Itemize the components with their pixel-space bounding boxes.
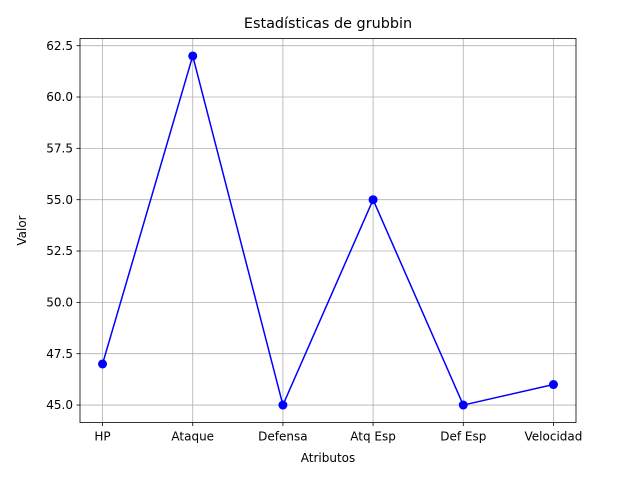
y-tick-label: 50.0 — [46, 296, 73, 310]
x-tick-label: Def Esp — [440, 430, 486, 444]
y-tick-label: 62.5 — [46, 39, 73, 53]
data-point-marker — [278, 400, 288, 410]
x-tick-label: Ataque — [171, 430, 214, 444]
y-tick-label: 55.0 — [46, 193, 73, 207]
y-tick-label: 45.0 — [46, 398, 73, 412]
ticks-layer: HP Ataque Defensa Atq Esp Def Esp Velocidad 45… — [46, 39, 582, 444]
x-tick-label: HP — [94, 430, 110, 444]
plot-frame — [79, 38, 577, 423]
data-point-marker — [548, 380, 558, 390]
y-tick-label: 52.5 — [46, 244, 73, 258]
data-point-marker — [368, 195, 378, 205]
x-tick-label: Velocidad — [525, 430, 583, 444]
x-axis-label: Atributos — [301, 451, 356, 465]
y-tick-label: 57.5 — [46, 142, 73, 156]
data-point-marker — [188, 51, 198, 61]
x-tick-label: Atq Esp — [350, 430, 396, 444]
y-axis-label: Valor — [15, 215, 29, 245]
series-layer — [98, 51, 558, 410]
chart-title: Estadísticas de grubbin — [244, 16, 412, 32]
x-tick-label: Defensa — [258, 430, 307, 444]
data-point-marker — [458, 400, 468, 410]
series-line — [101, 55, 554, 406]
y-tick-label: 60.0 — [46, 90, 73, 104]
y-tick-label: 47.5 — [46, 347, 73, 361]
grid-layer — [80, 38, 576, 423]
data-point-marker — [98, 359, 108, 369]
